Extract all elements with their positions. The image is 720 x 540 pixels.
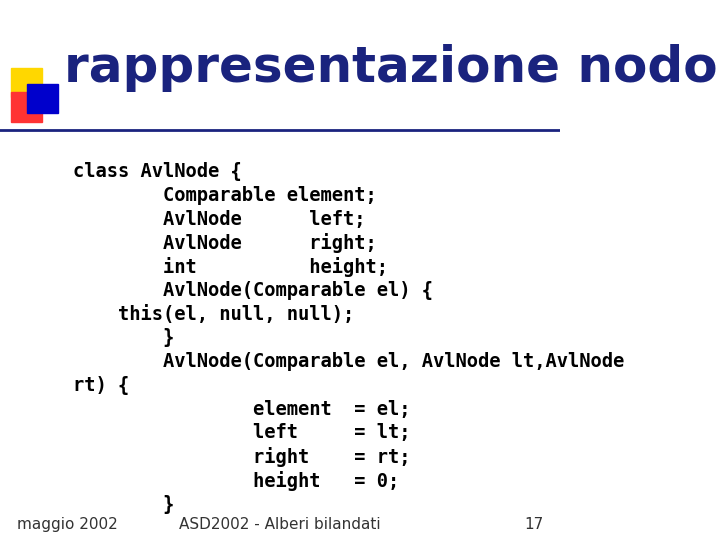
Bar	[12, 92, 42, 122]
Text: class AvlNode {: class AvlNode {	[73, 162, 242, 181]
Text: height   = 0;: height = 0;	[73, 471, 399, 491]
Text: element  = el;: element = el;	[73, 400, 410, 419]
Text: AvlNode      left;: AvlNode left;	[73, 210, 365, 228]
Text: maggio 2002: maggio 2002	[17, 517, 117, 532]
Text: rappresentazione nodo: rappresentazione nodo	[64, 44, 718, 92]
Text: AvlNode      right;: AvlNode right;	[73, 233, 377, 253]
Text: Comparable element;: Comparable element;	[73, 186, 377, 205]
Text: 17: 17	[524, 517, 544, 532]
Text: left     = lt;: left = lt;	[73, 423, 410, 442]
Text: AvlNode(Comparable el) {: AvlNode(Comparable el) {	[73, 281, 433, 300]
Text: }: }	[73, 495, 174, 514]
Bar	[12, 68, 42, 97]
Bar	[27, 84, 58, 113]
Text: int          height;: int height;	[73, 257, 388, 277]
Text: rt) {: rt) {	[73, 376, 129, 395]
Text: }: }	[73, 328, 174, 347]
Text: AvlNode(Comparable el, AvlNode lt,AvlNode: AvlNode(Comparable el, AvlNode lt,AvlNod…	[73, 352, 624, 371]
Text: ASD2002 - Alberi bilandati: ASD2002 - Alberi bilandati	[179, 517, 381, 532]
Text: right    = rt;: right = rt;	[73, 447, 410, 467]
Text: this(el, null, null);: this(el, null, null);	[73, 305, 354, 323]
